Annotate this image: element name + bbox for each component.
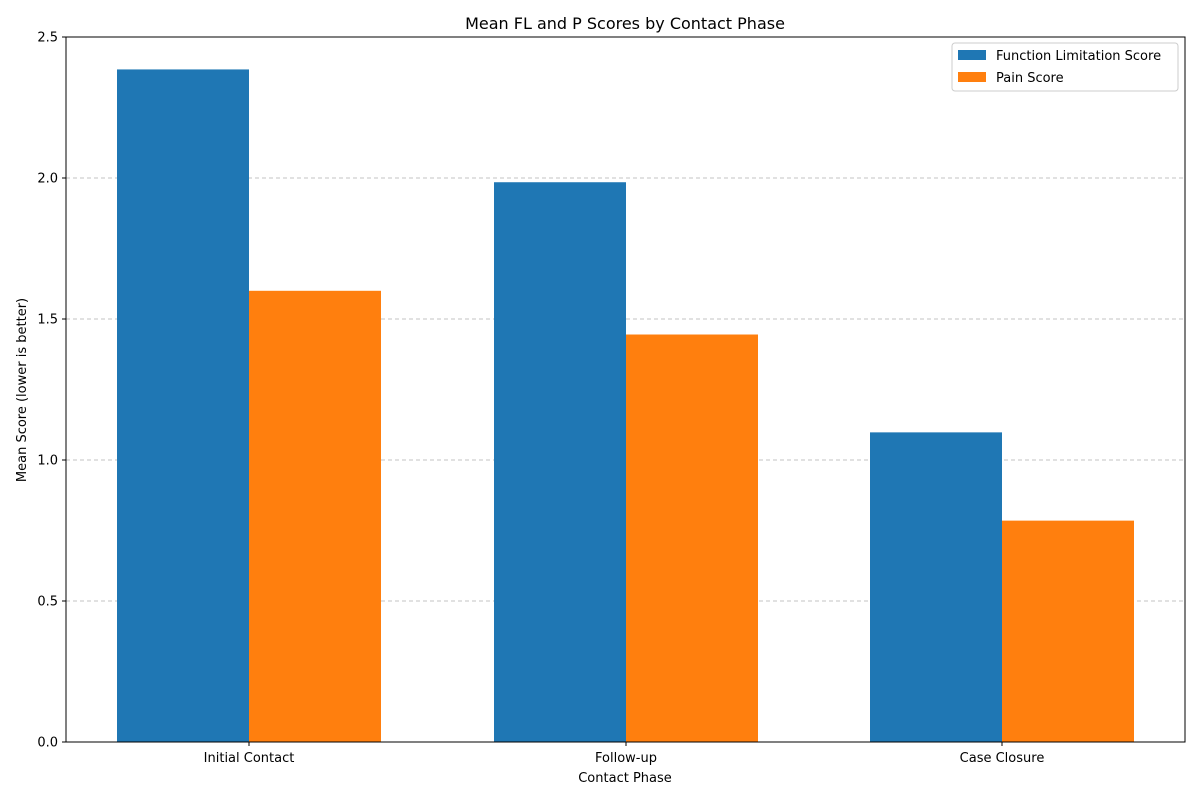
y-tick-label: 0.5 [37,595,58,610]
y-tick-label: 1.0 [37,454,58,469]
x-axis-label: Contact Phase [578,771,672,786]
legend-swatch-pain [958,72,986,82]
chart-title: Mean FL and P Scores by Contact Phase [465,14,785,33]
bars [117,69,1134,743]
legend-label-pain: Pain Score [996,71,1064,86]
bar-pain-0 [249,290,381,742]
y-tick-label: 1.5 [37,313,58,328]
y-axis-ticks: 0.0 0.5 1.0 1.5 2.0 2.5 [37,31,66,751]
legend-frame [951,42,1179,92]
bar-pain-1 [626,334,758,742]
bar-function-limitation-2 [870,432,1002,742]
y-tick-label: 2.5 [37,31,58,46]
y-tick-label: 2.0 [37,172,58,187]
bar-function-limitation-1 [494,182,626,743]
bar-pain-2 [1002,520,1134,742]
legend-swatch-function-limitation [958,50,986,60]
y-axis-label: Mean Score (lower is better) [15,298,30,482]
legend: Function Limitation Score Pain Score [951,42,1179,92]
x-tick-label: Case Closure [960,751,1045,766]
x-tick-label: Follow-up [595,751,657,766]
x-tick-label: Initial Contact [204,751,295,766]
bar-function-limitation-0 [117,69,249,743]
x-axis-ticks: Initial Contact Follow-up Case Closure [204,742,1045,766]
legend-label-function-limitation: Function Limitation Score [996,49,1161,64]
y-tick-label: 0.0 [37,736,58,751]
